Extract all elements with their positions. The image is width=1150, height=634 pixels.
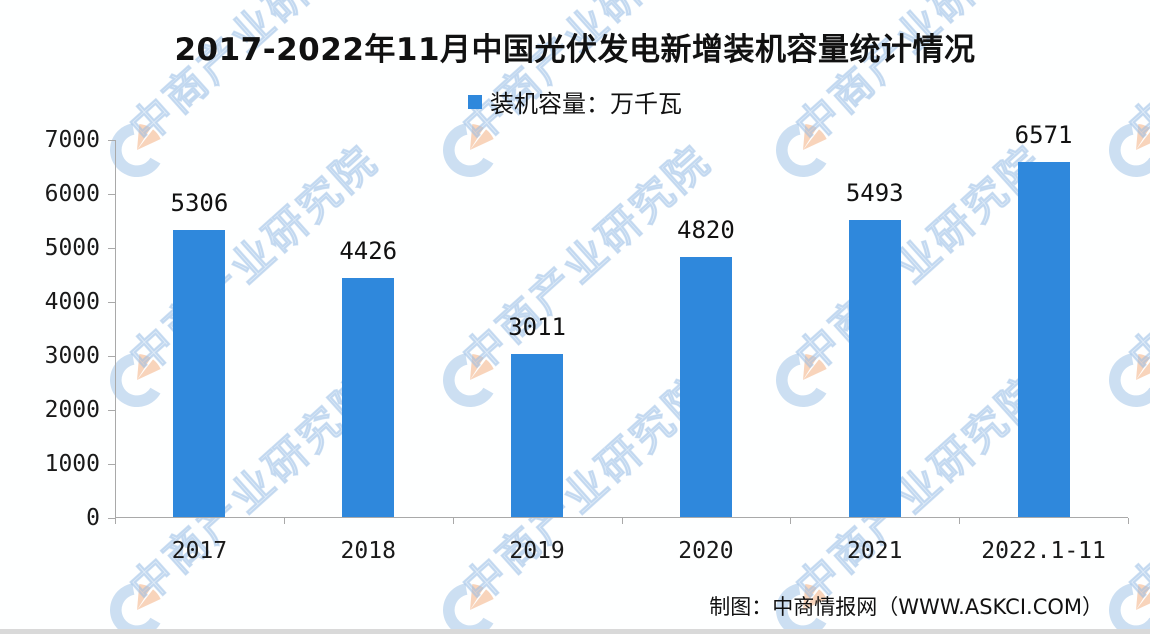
y-axis-tick: [108, 409, 115, 411]
bar-slot-2022.1-11: 6571 2022.1-11: [959, 121, 1128, 564]
x-axis-label: 2019: [509, 538, 565, 564]
y-axis-tick: [108, 463, 115, 465]
legend: 装机容量：万千瓦: [0, 84, 1150, 119]
x-axis-label: 2021: [847, 538, 903, 564]
watermark-logo-icon: [108, 581, 166, 634]
bar-slot-2020: 4820 2020: [622, 140, 791, 564]
y-axis-tick-label: 7000: [44, 127, 100, 153]
y-axis-tick-label: 6000: [44, 181, 100, 207]
bar-2017: [173, 230, 226, 517]
legend-swatch-icon: [468, 94, 482, 109]
x-axis-label: 2017: [171, 538, 228, 564]
y-axis-tick: [108, 355, 115, 357]
x-axis-label: 2020: [678, 538, 734, 564]
y-axis-tick-label: 3000: [44, 343, 100, 369]
bar-slot-2019: 3011 2019: [453, 140, 622, 564]
bar-2022.1-11: [1017, 162, 1070, 517]
bar-slot-2017: 5306 2017: [115, 140, 284, 564]
bar-value-label: 5493: [845, 179, 904, 208]
plot-area: 0 1000 2000 3000 4000 5000 6000 7000 5306 2017 442…: [45, 121, 1129, 564]
bar-value-label: 4820: [677, 215, 735, 244]
bar-value-label: 5306: [170, 189, 229, 218]
bar-2019: [511, 354, 564, 517]
y-axis-tick: [108, 301, 115, 303]
legend-label: 装机容量：万千瓦: [490, 90, 682, 118]
y-axis-tick-label: 1000: [44, 451, 100, 477]
y-axis-tick: [108, 517, 115, 519]
x-axis-tick: [115, 518, 116, 524]
x-axis-tick: [959, 518, 961, 524]
bottom-border: [0, 629, 1150, 634]
bar-2021: [848, 220, 901, 517]
x-axis-line: [115, 517, 1128, 518]
watermark-logo-icon: [1107, 581, 1150, 634]
credit-text: 制图：中商情报网（WWW.ASKCI.COM）: [709, 595, 1103, 619]
y-axis-tick: [108, 247, 115, 249]
x-axis-tick: [452, 518, 454, 524]
bar-slot-2018: 4426 2018: [284, 140, 453, 564]
y-axis-tick-label: 0: [86, 505, 100, 531]
bar-2020: [679, 256, 732, 517]
bar-slot-2021: 5493 2021: [790, 140, 959, 564]
bar-2018: [342, 278, 395, 517]
bar-value-label: 6571: [1014, 121, 1073, 150]
x-axis-label: 2022.1-11: [981, 538, 1106, 564]
y-axis-tick: [108, 193, 115, 195]
x-axis-tick: [283, 518, 285, 524]
x-axis-label: 2018: [340, 538, 396, 564]
bar-value-label: 3011: [508, 313, 566, 342]
y-axis-line: [115, 140, 116, 518]
x-axis-tick: [621, 518, 623, 524]
x-axis-tick: [790, 518, 792, 524]
y-axis-tick-label: 2000: [44, 397, 100, 423]
y-axis-tick-label: 5000: [44, 235, 100, 261]
watermark-logo-icon: [441, 581, 499, 634]
bar-value-label: 4426: [339, 237, 398, 265]
y-axis-tick: [108, 139, 115, 141]
chart-title: 2017-2022年11月中国光伏发电新增装机容量统计情况: [174, 32, 976, 68]
x-axis-tick: [1128, 518, 1129, 524]
y-axis-tick-label: 4000: [44, 289, 100, 315]
